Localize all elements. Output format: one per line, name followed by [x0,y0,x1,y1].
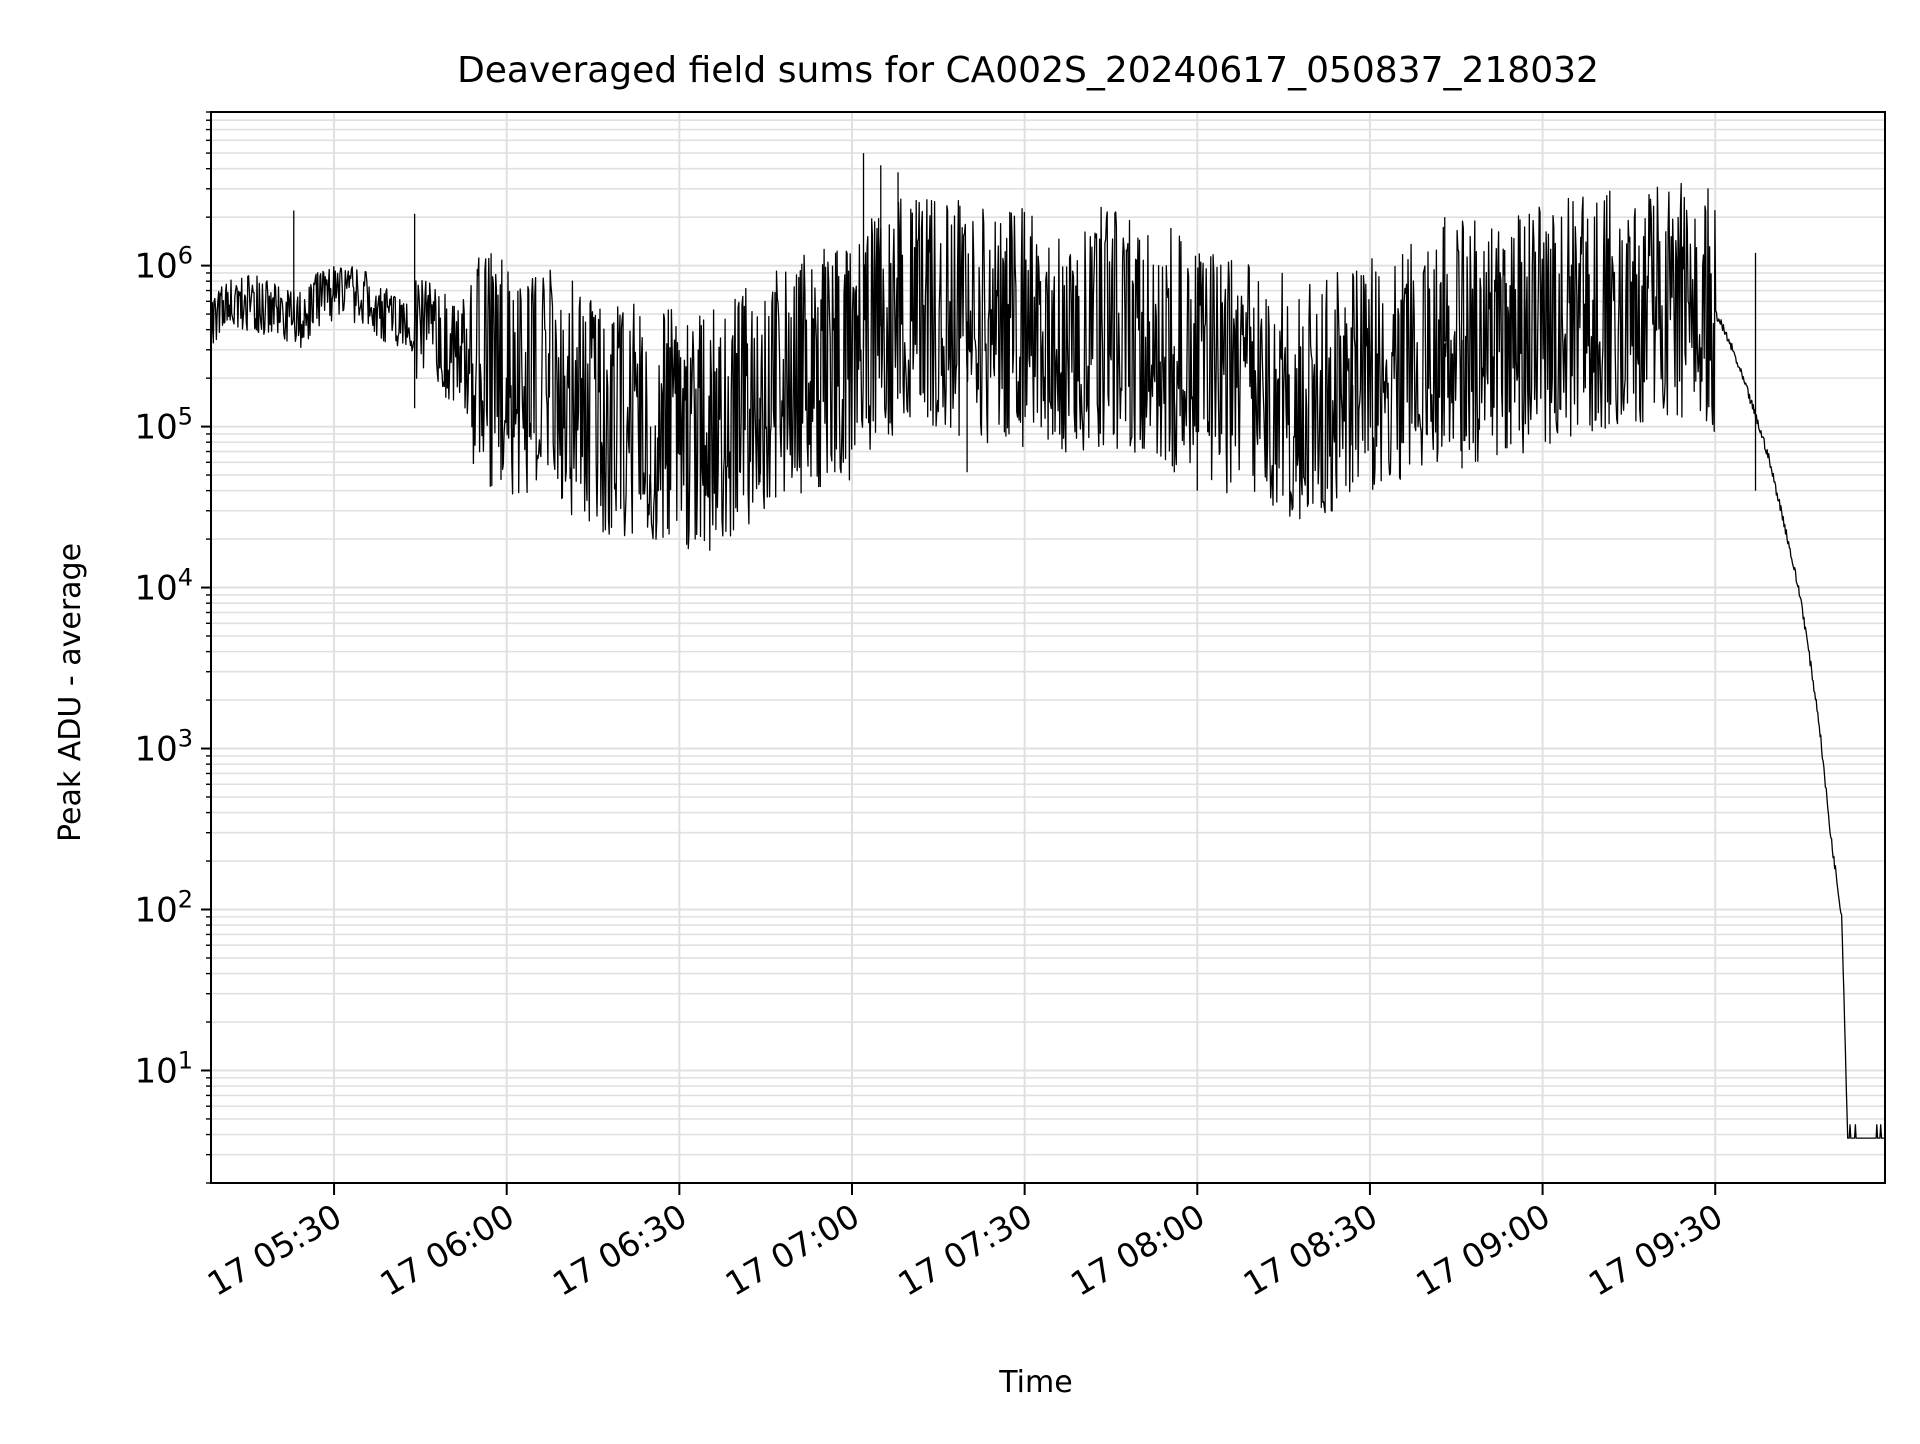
y-tick-label: 104 [134,564,193,609]
x-tick-label: 17 08:00 [1064,1196,1211,1304]
x-tick-label: 17 06:00 [373,1196,520,1304]
x-tick-label: 17 05:30 [201,1196,348,1304]
x-tick-label: 17 07:30 [891,1196,1038,1304]
x-tick-label: 17 09:30 [1582,1196,1729,1304]
y-tick-label: 102 [134,886,193,931]
y-axis-label: Peak ADU - average [53,543,88,842]
y-tick-label: 105 [134,403,193,448]
y-tick-label: 103 [134,725,193,770]
chart-title: Deaveraged field sums for CA002S_2024061… [457,50,1599,91]
x-tick-label: 17 06:30 [546,1196,693,1304]
x-tick-label: 17 08:30 [1237,1196,1384,1304]
x-axis-label: Time [998,1365,1072,1400]
plot-area [210,111,1886,1184]
x-tick-label: 17 09:00 [1409,1196,1556,1304]
series-line [210,182,1885,1139]
y-tick-label: 106 [134,242,193,287]
x-tick-label: 17 07:00 [719,1196,866,1304]
y-tick-label: 101 [134,1046,193,1091]
